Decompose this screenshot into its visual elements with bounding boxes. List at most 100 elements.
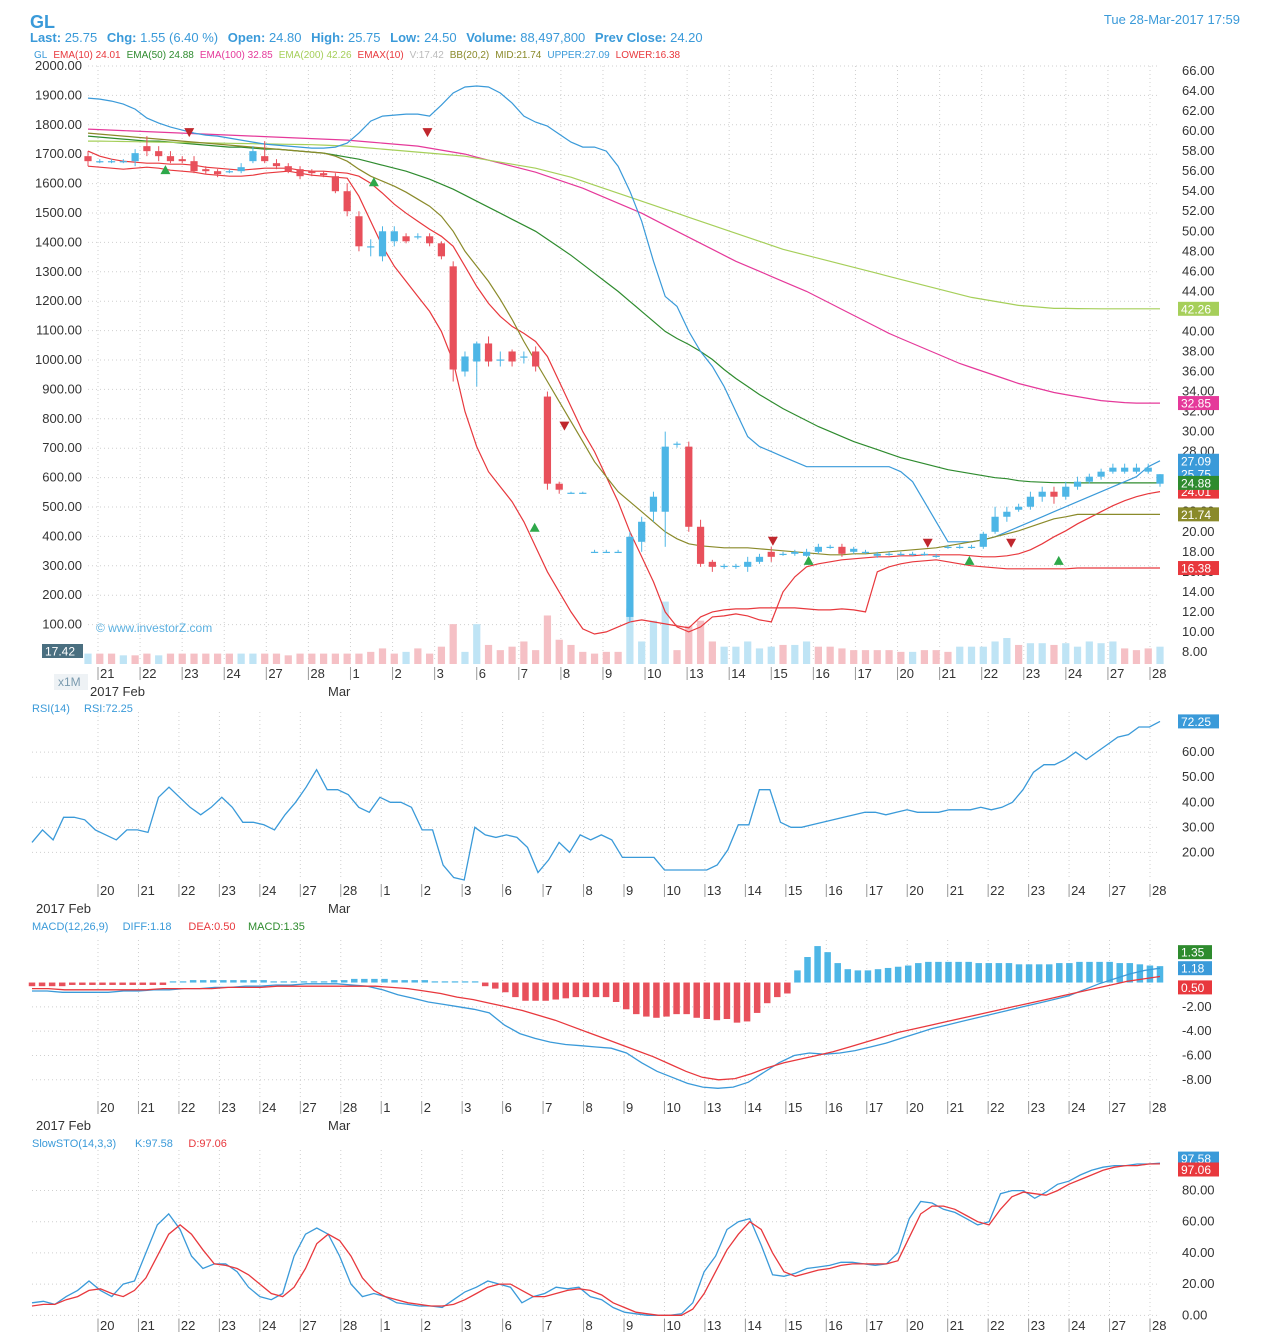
macd-histogram-bar [1066,963,1073,983]
volume-bar [261,653,269,664]
volume-bar [532,650,540,664]
volume-bar [897,651,905,664]
macd-histogram-bar [995,963,1003,983]
sto-d-line [31,1163,1161,1316]
volume-bar [673,650,681,664]
sto-x-axis-label: 16 [828,1318,842,1333]
sell-signal-icon [184,128,195,138]
macd-histogram-bar [975,963,982,983]
sto-x-axis-label: 13 [707,1318,721,1333]
macd-histogram-bar [552,982,559,1000]
macd-histogram-bar [854,970,862,983]
x-axis-label: 10 [647,666,661,681]
volume-bar [543,615,552,664]
macd-histogram-bar [784,982,791,994]
candle-body [461,356,469,372]
volume-bar [755,648,764,664]
candle-body [237,167,245,172]
candle-body [1073,481,1082,487]
candle-body [1156,474,1164,484]
sto-axis-tick: 0.00 [1182,1307,1207,1322]
volume-bar [155,655,163,664]
x-axis-label: 3 [437,666,444,681]
left-axis-tick: 1700.00 [35,146,82,161]
candle-body [873,553,881,556]
right-axis-tick: 46.00 [1182,263,1215,278]
macd-histogram-bar [139,982,147,985]
left-axis-tick: 1900.00 [35,87,82,102]
left-axis-tick: 1300.00 [35,264,82,279]
macd-x-axis-label: 22 [181,1100,195,1115]
volume-bar [402,651,410,664]
candle-body [390,231,398,242]
macd-histogram-bar [935,961,942,983]
volume-bar [850,650,858,664]
macd-x-axis-label: 28 [343,1100,357,1115]
x-axis-label: 23 [1026,666,1040,681]
macd-histogram-bar [512,982,519,998]
candle-body [1132,467,1141,472]
candle-body [272,163,281,167]
rsi-x-axis-label: 14 [747,883,761,898]
candle-body [484,343,493,362]
sto-x-axis-label: 27 [302,1318,316,1333]
sto-x-axis-label: 8 [586,1318,593,1333]
volume-bar [1109,641,1117,664]
macd-histogram-bar [572,982,580,998]
candle-body [673,443,681,445]
left-axis-tick: 600.00 [42,470,82,485]
macd-histogram-bar [1025,964,1033,983]
rsi-x-axis-label: 28 [343,883,357,898]
macd-histogram-bar [310,981,318,983]
indicator-legend-item: EMA(100) 32.85 [199,50,273,61]
volume-bar [143,653,151,664]
volume-bar [661,601,669,664]
high-label: High: [311,30,345,45]
macd-histogram-bar [1156,966,1164,983]
chg-value: 1.55 (6.40 %) [140,30,219,45]
macd-x-axis-label: 21 [950,1100,964,1115]
macd-histogram-bar [643,982,650,1017]
month-label: Mar [328,901,351,916]
indicator-legend-item: BB(20,2) [449,50,490,61]
candle-body [802,551,811,556]
volume-bar [909,651,917,664]
volume-bar [685,625,693,664]
candle-body [1097,471,1105,477]
volume-bar [1144,648,1152,664]
sto-x-axis-label: 22 [181,1318,195,1333]
x-axis-label: 21 [942,666,956,681]
candle-body [131,153,139,162]
volume-bar [96,653,104,664]
candle-body [190,161,198,172]
volume-bar [272,653,281,664]
sto-x-axis-label: 6 [505,1318,512,1333]
sto-x-axis-label: 1 [383,1318,390,1333]
price-value-tag-bg [1178,561,1219,576]
macd-histogram-bar [89,982,96,985]
x-axis-label: 21 [100,666,114,681]
candle-body [437,243,446,257]
volume-bar [567,644,575,664]
candle-body [96,161,104,163]
sto-x-axis-label: 2 [424,1318,431,1333]
x-axis-label: 9 [605,666,612,681]
volume-bar [355,653,363,664]
macd-histogram-bar [471,981,479,983]
volume-bar [284,655,292,664]
macd-histogram-bar [441,981,449,983]
macd-x-axis-label: 1 [383,1100,390,1115]
volume-bar [649,620,658,664]
candle-body [814,546,822,552]
macd-value-tag: 0.50 [1181,981,1205,995]
candle-body [213,171,222,175]
sto-axis-tick: 60.00 [1182,1214,1215,1229]
macd-histogram-bar [532,982,539,1001]
rsi-x-axis-label: 1 [383,883,390,898]
sto-axis-tick: 80.00 [1182,1183,1215,1198]
volume-last-tag: 17.42 [45,645,75,659]
volume-bar [520,641,528,664]
macd-histogram-bar [129,982,136,985]
volume-label: Volume: [466,30,517,45]
